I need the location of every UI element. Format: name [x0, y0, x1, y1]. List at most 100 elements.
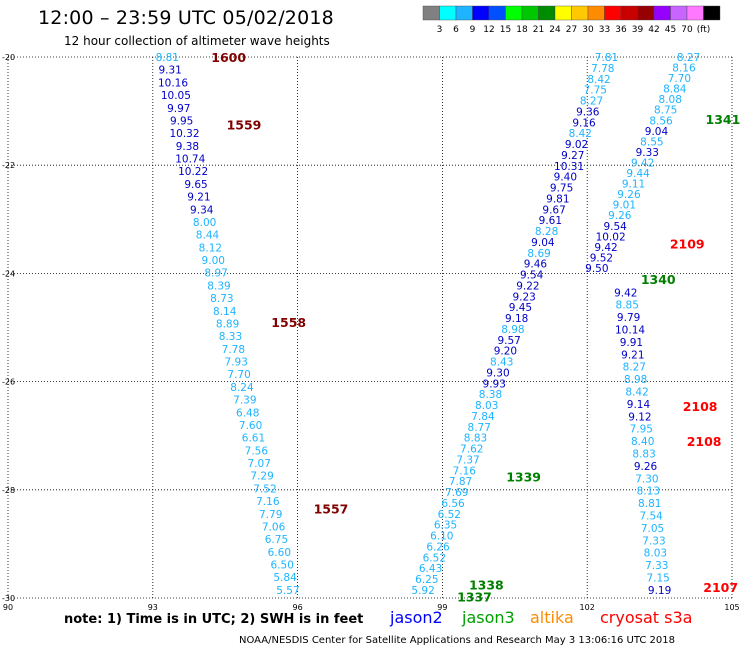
- wave-height-reading: 8.85: [616, 300, 639, 312]
- wave-height-reading: 8.81: [156, 52, 179, 64]
- pass-time-label: 1557: [314, 502, 349, 517]
- wave-height-reading: 8.33: [219, 331, 242, 343]
- wave-height-reading: 7.05: [641, 523, 664, 535]
- colorbar-tick-label: 33: [599, 25, 610, 35]
- wave-height-reading: 10.14: [615, 325, 645, 337]
- wave-height-reading: 7.16: [453, 465, 477, 477]
- track-jason3-0: 8.819.3110.1610.059.979.9510.329.3810.74…: [156, 50, 349, 597]
- pass-time-label: 1559: [227, 118, 262, 133]
- wave-height-reading: 8.42: [587, 74, 610, 86]
- pass-time-label: 2109: [670, 237, 705, 252]
- wave-height-reading: 7.56: [245, 445, 269, 457]
- legend-jason2: jason2: [390, 608, 443, 627]
- wave-height-reading: 9.19: [648, 585, 671, 597]
- wave-height-reading: 7.70: [668, 73, 691, 85]
- wave-height-reading: 7.15: [646, 572, 669, 584]
- latitude-label: -20: [2, 53, 15, 62]
- wave-height-reading: 6.75: [265, 534, 288, 546]
- wave-height-reading: 9.42: [614, 287, 637, 299]
- pass-time-label: 1341: [706, 112, 740, 127]
- wave-height-reading: 7.84: [471, 411, 495, 423]
- colorbar-tick-label: (ft): [697, 25, 711, 35]
- legend-jason3: jason3: [462, 608, 515, 627]
- pass-time-label: 1340: [641, 272, 676, 287]
- wave-height-reading: 7.70: [227, 369, 250, 381]
- wave-height-reading: 7.75: [584, 85, 607, 97]
- wave-height-reading: 6.61: [242, 433, 265, 445]
- wave-height-reading: 9.11: [622, 179, 645, 191]
- wave-height-reading: 6.35: [434, 520, 457, 532]
- wave-height-reading: 8.98: [501, 324, 524, 336]
- wave-height-reading: 10.74: [175, 154, 205, 166]
- wave-height-reading: 8.42: [569, 128, 592, 140]
- colorbar-tick-label: 9: [470, 25, 476, 35]
- wave-height-reading: 8.40: [631, 436, 654, 448]
- wave-height-reading: 9.42: [631, 157, 654, 169]
- wave-height-reading: 9.93: [483, 378, 506, 390]
- wave-height-reading: 7.33: [642, 535, 665, 547]
- wave-height-reading: 7.93: [225, 357, 248, 369]
- pass-time-label: 2108: [683, 399, 718, 414]
- wave-height-reading: 7.78: [222, 344, 245, 356]
- wave-height-reading: 9.30: [486, 367, 509, 379]
- wave-height-reading: 6.50: [271, 560, 294, 572]
- longitude-label: 105: [724, 603, 739, 612]
- wave-height-reading: 9.31: [158, 65, 181, 77]
- wave-height-reading: 7.06: [262, 521, 286, 533]
- wave-height-reading: 8.44: [196, 230, 220, 242]
- wave-height-reading: 8.16: [672, 63, 696, 75]
- wave-height-reading: 9.42: [594, 242, 617, 254]
- wave-height-reading: 8.27: [677, 52, 700, 64]
- wave-height-reading: 6.60: [268, 547, 291, 559]
- wave-height-reading: 8.69: [527, 248, 550, 260]
- wave-height-colorbar: 3 6 9 12 15 18 21 24 27 30 33 36 39 42 45 70 (ft): [422, 5, 721, 35]
- wave-height-reading: 7.16: [256, 496, 280, 508]
- wave-height-reading: 8.27: [623, 362, 646, 374]
- wave-height-reading: 9.91: [620, 337, 643, 349]
- longitude-label: 96: [293, 603, 303, 612]
- wave-height-reading: 6.26: [426, 541, 450, 553]
- wave-height-reading: 8.73: [210, 293, 233, 305]
- wave-height-reading: 6.48: [236, 407, 259, 419]
- wave-height-reading: 8.39: [207, 280, 230, 292]
- wave-height-reading: 8.55: [640, 136, 663, 148]
- wave-height-reading: 8.24: [230, 382, 254, 394]
- wave-height-reading: 9.52: [590, 252, 613, 264]
- wave-height-reading: 9.61: [539, 215, 562, 227]
- colorbar-tick-label: 6: [453, 25, 459, 35]
- wave-height-reading: 8.28: [535, 226, 558, 238]
- colorbar-tick-label: 30: [582, 25, 594, 35]
- wave-height-reading: 8.77: [468, 422, 491, 434]
- pass-time-label: 1339: [506, 469, 541, 484]
- wave-height-reading: 9.50: [585, 263, 608, 275]
- colorbar-tick-label: 36: [615, 25, 627, 35]
- colorbar-tick-label: 18: [516, 25, 528, 35]
- wave-height-reading: 9.18: [505, 313, 528, 325]
- wave-height-reading: 10.32: [169, 128, 199, 140]
- footer-credit: NOAA/NESDIS Center for Satellite Applica…: [239, 635, 675, 646]
- wave-height-reading: 6.10: [430, 531, 453, 543]
- wave-height-reading: 8.75: [654, 105, 677, 117]
- wave-height-reading: 7.07: [248, 458, 271, 470]
- map-grid: [7, 56, 733, 599]
- colorbar-tick-label: 21: [533, 25, 544, 35]
- wave-height-reading: 9.21: [621, 349, 644, 361]
- wave-height-reading: 8.13: [637, 486, 660, 498]
- wave-height-reading: 9.95: [170, 115, 193, 127]
- wave-height-reading: 9.46: [524, 259, 548, 271]
- wave-height-reading: 7.78: [591, 63, 614, 75]
- wave-height-reading: 9.01: [613, 200, 636, 212]
- colorbar-tick-label: 45: [665, 25, 676, 35]
- wave-height-reading: 8.84: [663, 84, 687, 96]
- wave-height-reading: 7.33: [645, 560, 668, 572]
- wave-height-reading: 7.54: [639, 510, 663, 522]
- colorbar-tick-label: 15: [500, 25, 511, 35]
- wave-height-reading: 9.26: [617, 189, 641, 201]
- wave-height-reading: 9.44: [626, 168, 650, 180]
- wave-height-reading: 9.20: [494, 346, 517, 358]
- wave-height-reading: 9.57: [497, 335, 520, 347]
- wave-height-reading: 9.04: [531, 237, 555, 249]
- wave-height-reading: 6.25: [415, 574, 438, 586]
- wave-height-reading: 5.57: [276, 585, 299, 597]
- wave-height-reading: 9.34: [190, 204, 214, 216]
